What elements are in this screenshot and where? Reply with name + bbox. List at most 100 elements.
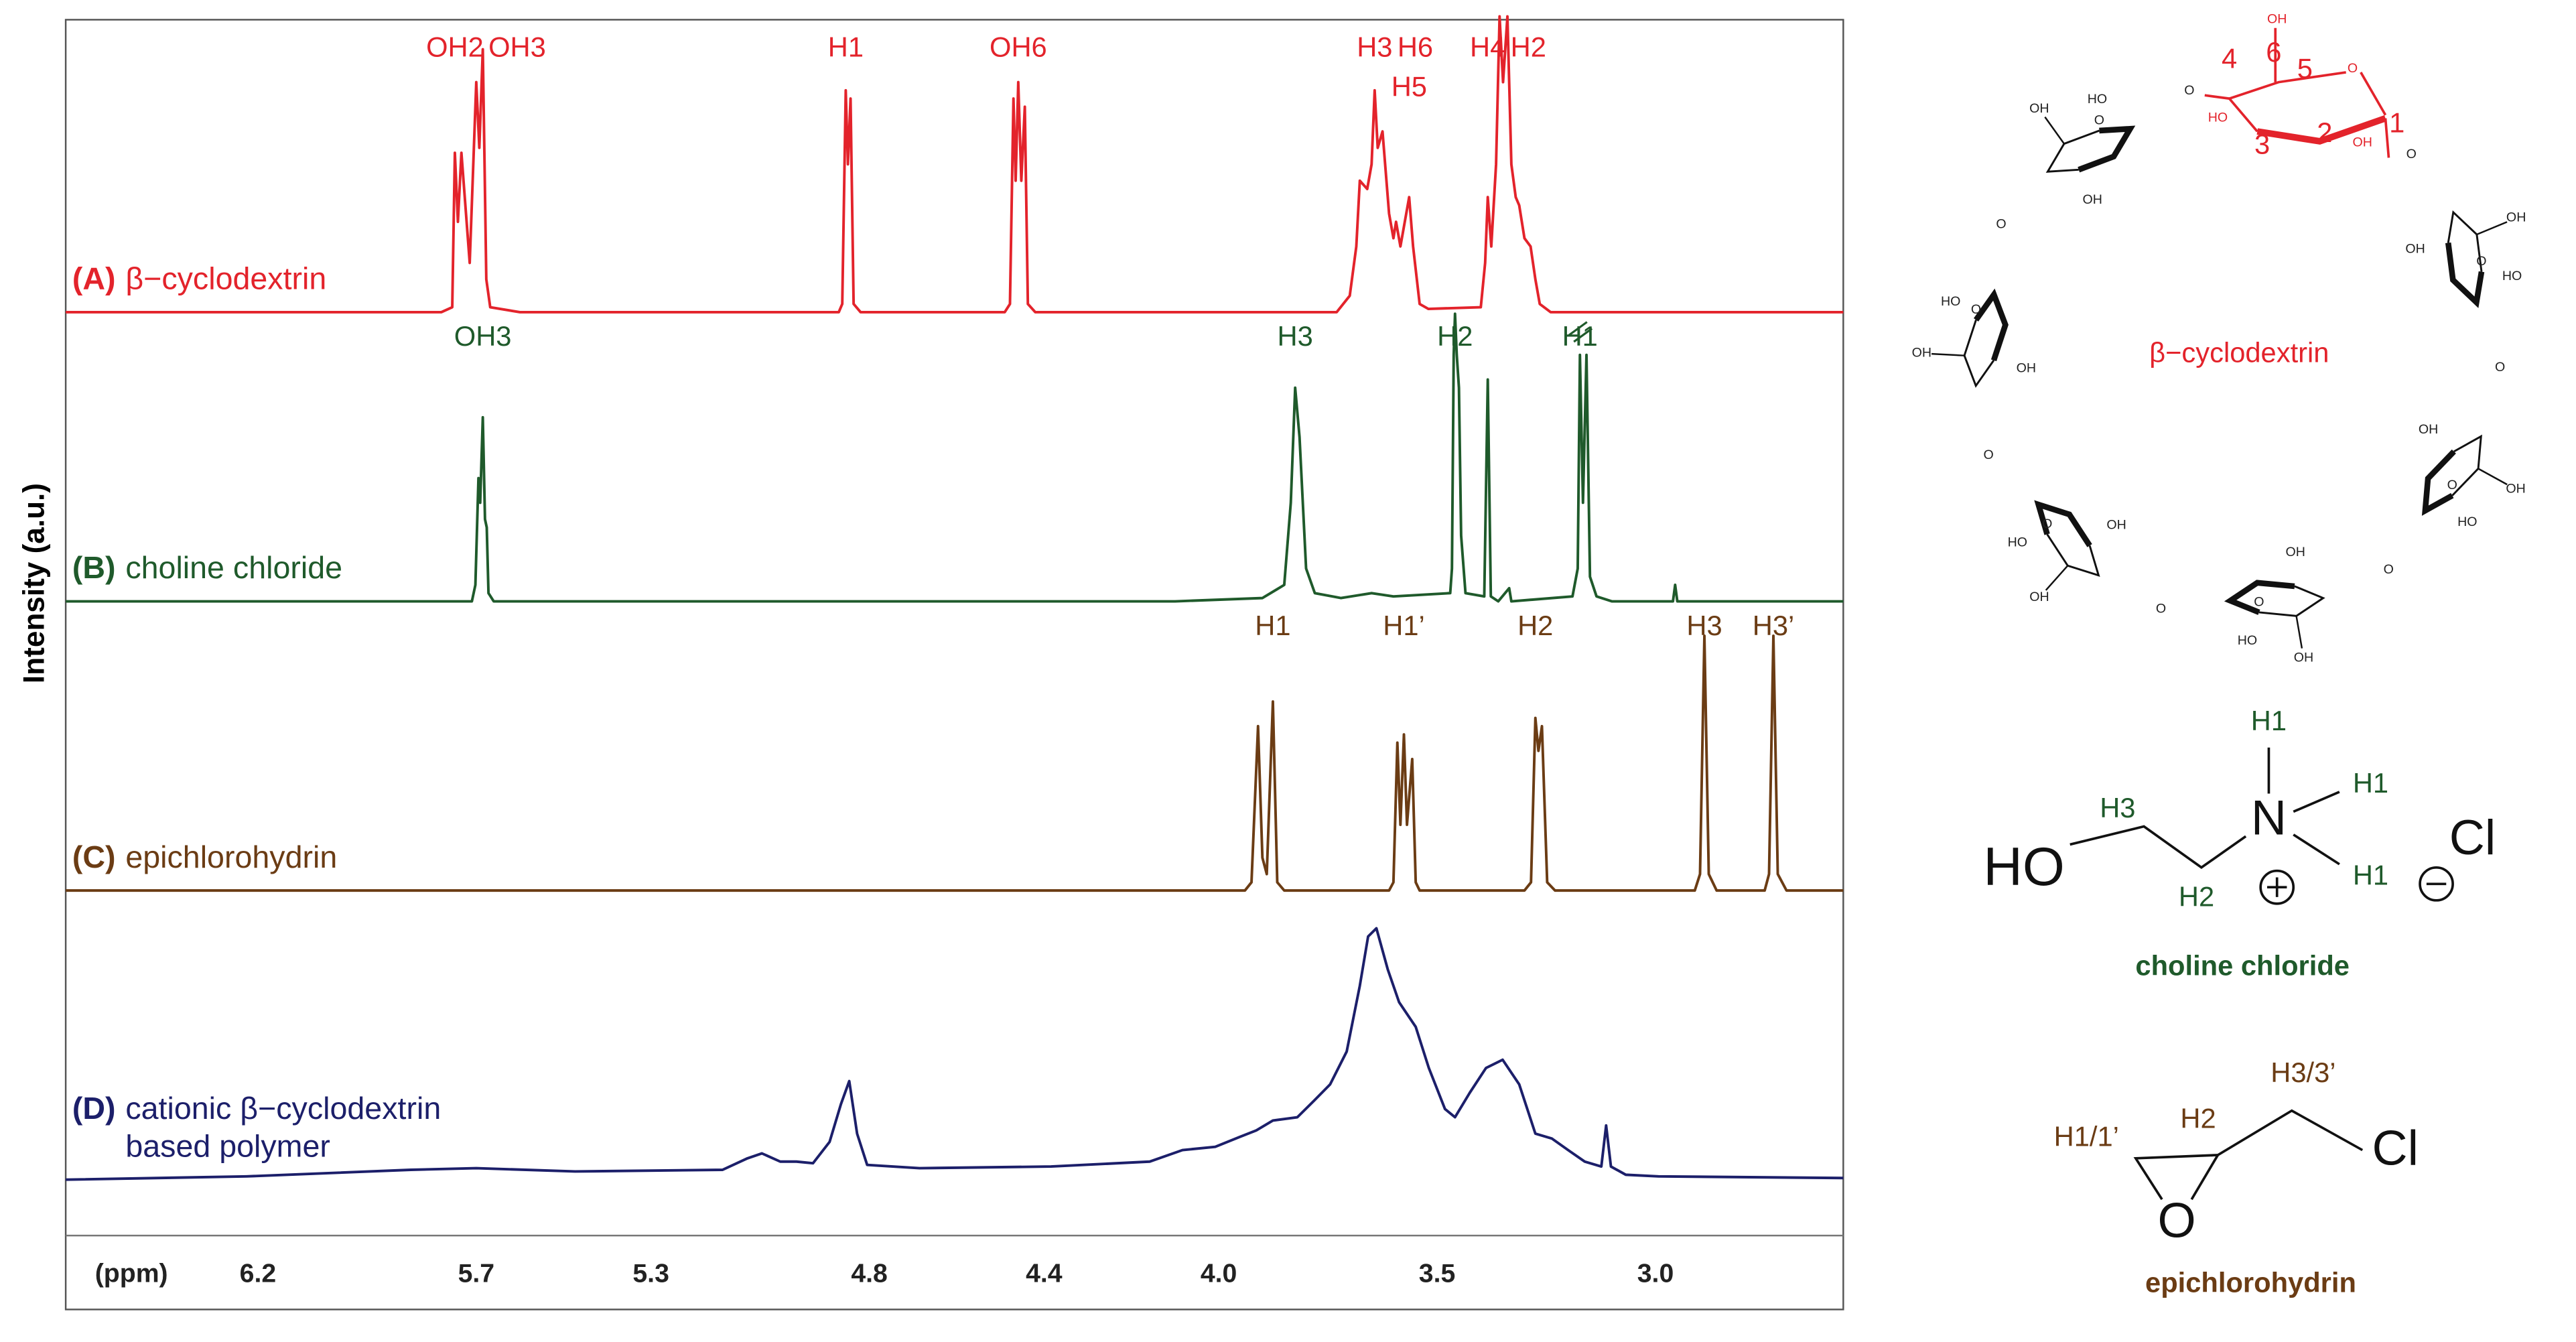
bond — [2384, 118, 2390, 158]
bridge-oxygen: O — [1984, 448, 1994, 462]
bonds — [2070, 747, 2454, 905]
glucose-ring-bold — [2421, 449, 2456, 516]
series-letter: (C) — [72, 841, 116, 876]
ring-oxygen: O — [2042, 517, 2052, 531]
hydroxyl-label: OH — [2106, 518, 2126, 533]
axis-break — [1568, 321, 1593, 343]
proton-label: H2 — [2179, 880, 2214, 912]
glucose-ring — [2258, 585, 2325, 617]
charge-circle — [2259, 869, 2295, 905]
series-label-box: (C) epichlorohydrin — [72, 775, 631, 877]
peak-label: H1 — [828, 31, 864, 63]
series-label: (A) β−cyclodextrin — [72, 197, 631, 299]
hydroxyl-label: HO — [2457, 515, 2477, 529]
legend-entry: cationic β−cyclodextrin based polymer — [125, 1092, 442, 1165]
bond-bold — [2256, 115, 2387, 145]
hydroxyl-label: HO — [1941, 294, 1960, 309]
bridge-oxygen: O — [2406, 147, 2417, 161]
glucose-ring-bold — [1973, 288, 2009, 362]
peak-label: H3’ — [1753, 610, 1795, 641]
glucose-ring — [2045, 129, 2100, 173]
series-label: (B) choline chloride — [72, 551, 342, 588]
glucose-ring-bold — [2224, 580, 2295, 615]
peak-label: H3 — [1686, 610, 1722, 641]
glucose-ring — [2447, 210, 2483, 272]
peak-label: OH6 — [990, 31, 1047, 63]
y-axis-title: Intensity (a.u.) — [18, 483, 51, 683]
ring-oxygen: O — [2348, 61, 2358, 76]
legend-entry: epichlorohydrin — [125, 841, 338, 876]
peak-label: H1 — [1562, 320, 1598, 352]
x-tick-label: 4.4 — [1026, 1258, 1063, 1288]
atom-label: N — [2251, 790, 2287, 846]
hydroxyl-label: OH — [2029, 101, 2049, 116]
series-label-row: (D) cationic β−cyclodextrin based polymer — [72, 1091, 503, 1166]
hydroxyl-label: OH — [2285, 545, 2305, 559]
atom-label: Cl — [2449, 809, 2496, 865]
bond — [2217, 1109, 2364, 1156]
spectrum-line — [66, 15, 1844, 314]
hydroxyl-label: OH — [2419, 422, 2438, 437]
cyclodextrin-structure: β−cyclodextrin 4 6 5 1 2 3 OH HO OH O OH… — [1912, 12, 2526, 665]
x-axis-title: (ppm) — [95, 1258, 168, 1288]
series-label-box: (A) β−cyclodextrin — [72, 197, 631, 299]
hydroxyl-label: HO — [2088, 92, 2107, 107]
proton-label: H1/1’ — [2054, 1120, 2119, 1152]
hydroxyl-label: OH — [2405, 241, 2425, 256]
series-label: (C) epichlorohydrin — [72, 775, 631, 877]
hydroxyl-label: OH — [2506, 210, 2526, 225]
bridge-oxygen: O — [2156, 601, 2166, 616]
hydroxyl-label: HO — [2208, 111, 2228, 125]
x-tick-label: 6.2 — [240, 1258, 277, 1288]
glucose-ring — [1963, 319, 1995, 388]
glucose-ring — [2451, 434, 2482, 496]
proton-label: H1 — [2353, 860, 2388, 891]
bond — [2204, 94, 2230, 100]
hydroxyl-label: OH — [2029, 590, 2049, 604]
legend-entry: choline chloride — [125, 551, 343, 587]
bridge-oxygen: O — [2184, 83, 2194, 98]
series-label-row: (C) epichlorohydrin — [72, 840, 337, 877]
peak-label: H5 — [1392, 70, 1427, 102]
carbon-number: 6 — [2266, 36, 2281, 68]
proton-label: H1 — [2353, 767, 2388, 799]
structure-caption: epichlorohydrin — [2145, 1267, 2356, 1298]
bridge-oxygen: O — [1996, 217, 2006, 232]
x-tick-label: 3.0 — [1637, 1258, 1674, 1288]
atom-label: O — [2158, 1192, 2196, 1248]
bond — [2044, 116, 2065, 145]
proton-label: H1 — [2251, 705, 2287, 736]
carbon-number: 5 — [2297, 52, 2313, 84]
proton-label: H3 — [2100, 792, 2135, 823]
hydroxyl-label: OH — [2082, 192, 2102, 207]
series-label-row: (A) β−cyclodextrin — [72, 261, 326, 299]
atom-label: Cl — [2372, 1120, 2419, 1175]
structure-caption: β−cyclodextrin — [2149, 337, 2329, 368]
glucose-ring — [2046, 533, 2100, 578]
series-label-row: (B) choline chloride — [72, 551, 342, 588]
carbon-number: 1 — [2389, 107, 2404, 138]
break-stroke — [1573, 328, 1593, 343]
spectrum-line — [66, 927, 1844, 1181]
peak-label: H2 — [1511, 31, 1546, 63]
hydroxyl-label: OH — [2353, 135, 2372, 150]
series-letter: (B) — [72, 551, 116, 587]
bond — [2293, 833, 2340, 866]
choline-structure: H1 H1 H1 H3 H2 N HO Cl choline chloride — [1983, 705, 2496, 981]
peak-label: OH3 — [454, 320, 512, 352]
legend-entry: β−cyclodextrin — [125, 263, 327, 297]
hydroxyl-label: HO — [2238, 633, 2257, 648]
proton-label: H2 — [2180, 1102, 2216, 1134]
bond — [1931, 352, 1965, 356]
ring-oxygen: O — [2447, 478, 2457, 492]
hydroxyl-label: OH — [1912, 346, 1931, 360]
glucose-ring-bold — [2034, 500, 2092, 547]
series-label-box: (D) cationic β−cyclodextrin based polymer — [72, 1065, 631, 1166]
bond — [2045, 565, 2069, 591]
hydroxyl-label: OH — [2017, 360, 2036, 375]
bridge-oxygen: O — [2495, 360, 2505, 375]
x-tick-label: 4.0 — [1201, 1258, 1237, 1288]
structure-caption: choline chloride — [2135, 949, 2350, 981]
hydroxyl-label: OH — [2267, 12, 2287, 27]
